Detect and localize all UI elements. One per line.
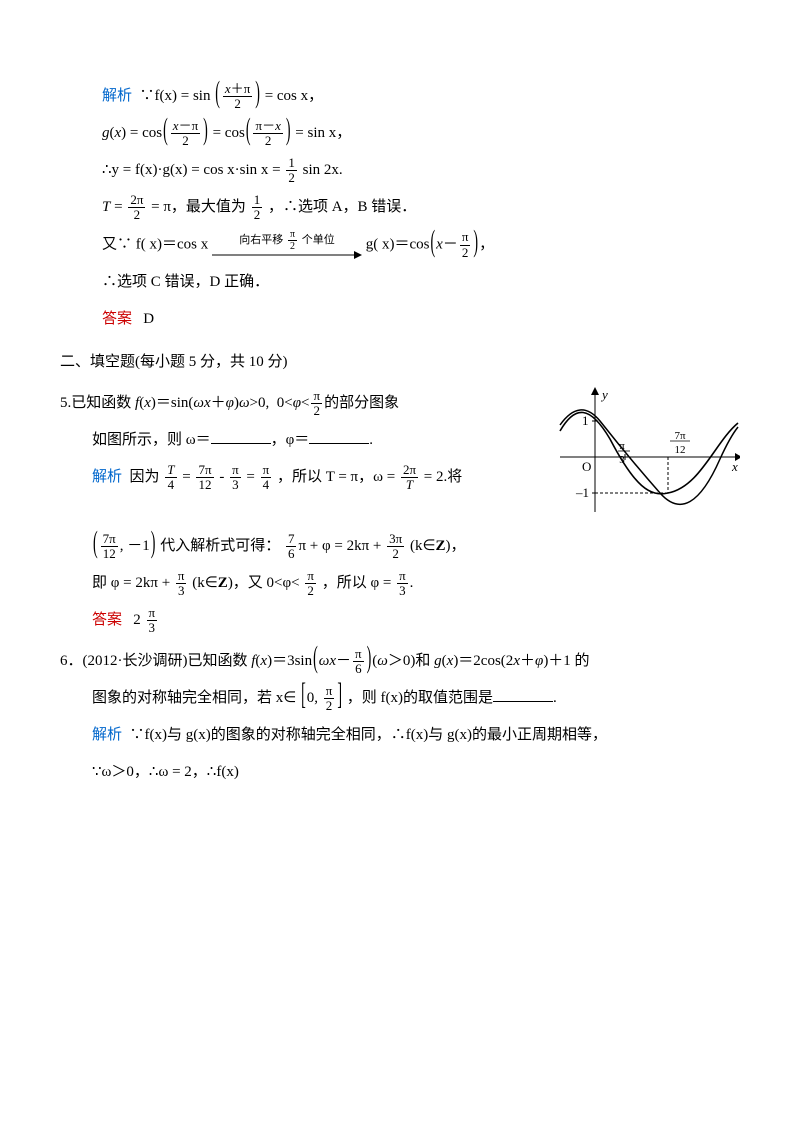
question-6: 6．(2012·长沙调研)已知函数 f(x)＝3sin(ωx－π6)(ω＞0)和… bbox=[60, 645, 740, 678]
svg-text:π: π bbox=[619, 440, 625, 452]
solution-step-2: g(x) = cos(x－π2) = cos(π－x2) = sin x， bbox=[102, 117, 740, 150]
answer-label: 答案 bbox=[102, 311, 132, 327]
y-axis-label: y bbox=[600, 387, 608, 402]
analysis-label: 解析 bbox=[102, 88, 132, 104]
q5-analysis-2: (7π12, －1) 代入解析式可得： 76π + φ = 2kπ + 3π2 … bbox=[92, 530, 740, 563]
neg-one-label: –1 bbox=[575, 485, 589, 500]
svg-text:3: 3 bbox=[619, 454, 625, 466]
svg-text:7π: 7π bbox=[674, 430, 686, 442]
section-2-heading: 二、填空题(每小题 5 分，共 10 分) bbox=[60, 346, 740, 379]
x-axis-label: x bbox=[731, 459, 738, 474]
solution-step-4: T = 2π2 = π，最大值为 12 ，∴选项 A，B 错误． bbox=[102, 191, 740, 224]
q5-answer: 答案 2 π3 bbox=[92, 604, 740, 637]
blank-omega bbox=[211, 443, 271, 444]
solution-step-1: 解析 ∵f(x) = sin (x＋π2) = cos x， bbox=[102, 80, 740, 113]
q6-analysis-2: ∵ω＞0，∴ω = 2，∴f(x) bbox=[92, 756, 740, 789]
sine-graph-figure: y x O 1 –1 π 3 7π 12 bbox=[550, 387, 740, 530]
question-5: y x O 1 –1 π 3 7π 12 5.已知函数 f(x)＝sin(ωx＋… bbox=[60, 387, 740, 420]
blank-range bbox=[493, 701, 553, 702]
question-6-line2: 图象的对称轴完全相同，若 x∈ [0, π2] ，则 f(x)的取值范围是. bbox=[92, 682, 740, 715]
solution-step-5: 又∵ f( x)＝cos x 向右平移 π2 个单位 g( x)＝cos(x－π… bbox=[102, 228, 740, 262]
solution-step-6: ∴选项 C 错误，D 正确． bbox=[102, 266, 740, 299]
origin-label: O bbox=[582, 459, 591, 474]
q6-analysis-1: 解析 ∵f(x)与 g(x)的图象的对称轴完全相同，∴f(x)与 g(x)的最小… bbox=[92, 719, 740, 752]
svg-text:12: 12 bbox=[675, 444, 686, 456]
blank-phi bbox=[309, 443, 369, 444]
one-label: 1 bbox=[582, 413, 589, 428]
solution-step-3: ∴y = f(x)·g(x) = cos x·sin x = 12 sin 2x… bbox=[102, 154, 740, 187]
answer-4: 答案 D bbox=[102, 303, 740, 336]
q5-analysis-3: 即 φ = 2kπ + π3 (k∈Z)，又 0<φ< π2 ，所以 φ = π… bbox=[92, 567, 740, 600]
